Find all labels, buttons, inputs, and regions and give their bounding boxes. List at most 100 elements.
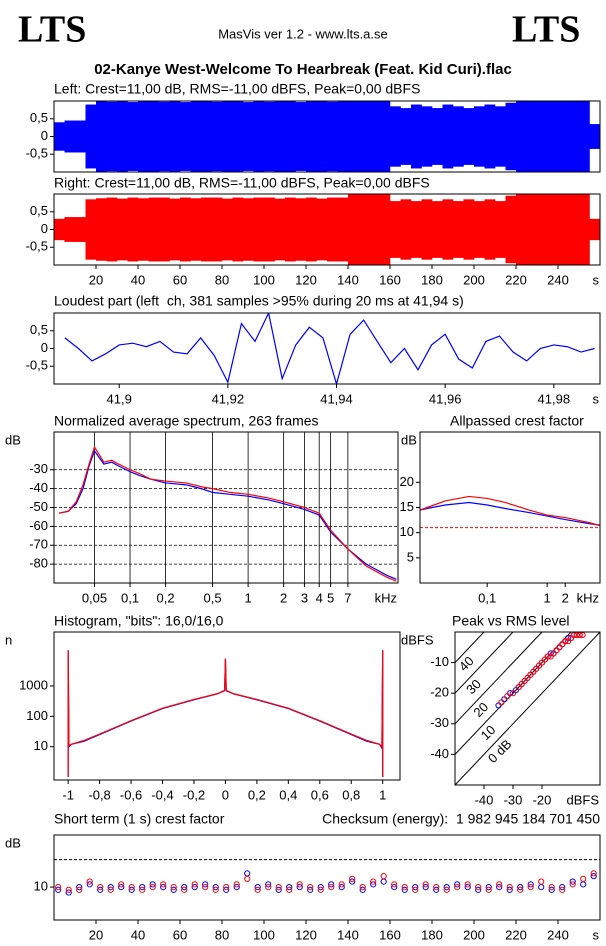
crest-diagonal <box>455 632 543 725</box>
x-tick-label: 80 <box>215 927 229 942</box>
waveform-segment <box>400 199 412 260</box>
point <box>286 883 293 891</box>
waveform-segment <box>484 199 496 260</box>
waveform-segment <box>495 201 506 258</box>
point <box>97 886 104 893</box>
waveform-segment <box>369 194 380 265</box>
x-tick-label: 7 <box>344 590 351 605</box>
point <box>328 883 335 891</box>
y-axis-label: dB <box>401 432 417 447</box>
x-tick-label: 0,5 <box>204 590 222 605</box>
x-tick-label: -1 <box>62 787 74 802</box>
waveform-segment <box>411 201 422 258</box>
waveform-segment <box>201 101 212 172</box>
waveform-segment <box>222 198 233 261</box>
waveform-segment <box>306 197 317 262</box>
point <box>506 883 513 891</box>
waveform-segment <box>568 101 580 172</box>
point <box>401 883 408 891</box>
x-tick-label: 2 <box>280 590 287 605</box>
point <box>128 883 135 891</box>
waveform-segment <box>96 198 107 261</box>
point <box>433 886 440 893</box>
chart-title: Allpassed crest factor <box>450 413 584 429</box>
waveform-segment <box>400 108 412 165</box>
waveform-segment <box>285 197 296 262</box>
waveform-segment <box>243 102 254 171</box>
point <box>55 883 62 891</box>
point <box>317 886 324 893</box>
point <box>464 881 471 888</box>
point <box>380 873 387 880</box>
point <box>517 886 524 893</box>
waveform-segment <box>306 101 317 172</box>
point <box>212 886 219 893</box>
x-tick-label: 200 <box>463 272 485 287</box>
x-tick-label: -0,4 <box>151 787 173 802</box>
x-tick-label: 1 <box>544 590 551 605</box>
waveform-segment <box>75 217 86 242</box>
plot-frame <box>419 431 601 584</box>
x-axis-label: s <box>593 391 600 406</box>
point <box>149 881 156 888</box>
point <box>223 886 230 893</box>
point <box>496 881 503 888</box>
point <box>160 883 167 891</box>
y-axis-label: dB <box>5 835 21 850</box>
x-axis-label: kHz <box>375 590 397 605</box>
point <box>454 883 461 891</box>
y-tick-label: -20 <box>430 685 449 700</box>
waveform-segment <box>295 198 307 261</box>
x-tick-label: -30 <box>504 792 523 807</box>
point <box>107 886 114 893</box>
x-tick-label: 240 <box>547 272 569 287</box>
y-tick-label: -60 <box>29 518 48 533</box>
point <box>65 889 72 896</box>
point <box>317 883 324 891</box>
y-tick-label: -10 <box>430 654 449 669</box>
x-tick-label: 200 <box>463 927 485 942</box>
y-axis-label: dBFS <box>401 632 434 647</box>
x-tick-label: 120 <box>295 272 317 287</box>
x-tick-label: 40 <box>131 272 145 287</box>
waveform-segment <box>127 197 139 262</box>
point <box>254 883 261 891</box>
crest-diagonal <box>455 632 514 694</box>
series-line <box>64 313 595 384</box>
y-tick-label: 0 <box>41 340 48 355</box>
point <box>559 883 566 891</box>
point <box>412 883 419 891</box>
series-line <box>58 449 397 580</box>
point <box>454 881 461 888</box>
waveform-segment <box>421 199 433 260</box>
waveform-segment <box>64 120 76 153</box>
point <box>139 886 146 893</box>
waveform-segment <box>390 106 401 167</box>
waveform-segment <box>463 108 475 165</box>
waveform-segment <box>379 101 391 172</box>
x-tick-label: -40 <box>475 792 494 807</box>
app-name: MasVis ver 1.2 - www.lts.a.se <box>218 26 388 41</box>
point <box>55 886 62 893</box>
x-tick-label: 220 <box>505 927 527 942</box>
point <box>569 878 576 885</box>
point <box>65 886 72 893</box>
point <box>538 878 545 885</box>
point <box>548 883 555 891</box>
x-tick-label: 0,4 <box>279 787 297 802</box>
y-tick-label: -70 <box>29 537 48 552</box>
x-tick-label: 0,1 <box>121 590 139 605</box>
waveform-segment <box>453 106 464 167</box>
waveform-segment <box>390 201 401 258</box>
x-tick-label: 180 <box>421 927 443 942</box>
point <box>160 881 167 888</box>
point <box>496 883 503 891</box>
x-tick-label: 0,8 <box>342 787 360 802</box>
x-tick-label: 41,9 <box>107 391 132 406</box>
plot-area <box>54 194 600 265</box>
point <box>504 693 511 700</box>
point <box>275 883 282 891</box>
point <box>590 873 597 880</box>
point <box>296 883 303 891</box>
chart-title: Left: Crest=11,00 dB, RMS=-11,00 dBFS, P… <box>54 81 420 97</box>
